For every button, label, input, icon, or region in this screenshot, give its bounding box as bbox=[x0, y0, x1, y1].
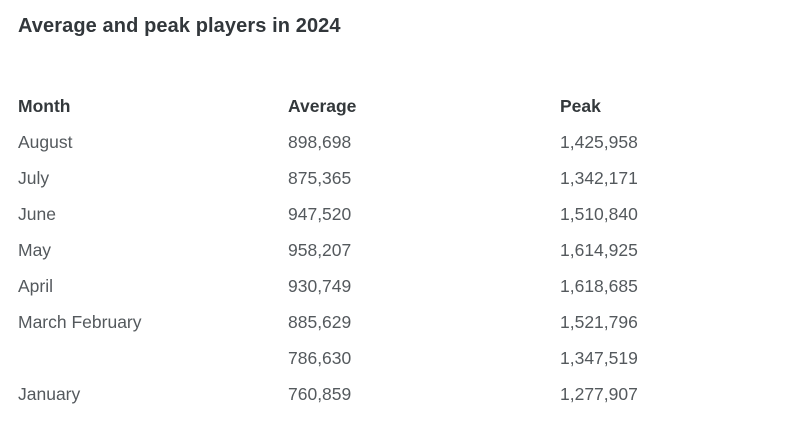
column-header-average: Average bbox=[288, 95, 357, 116]
column-header-peak: Peak bbox=[560, 95, 601, 116]
peak-cell: 1,521,796 bbox=[560, 311, 638, 332]
table-row: March February 885,629 1,521,796 bbox=[18, 304, 778, 340]
column-header-month: Month bbox=[18, 95, 71, 116]
average-cell: 947,520 bbox=[288, 203, 352, 224]
peak-cell: 1,618,685 bbox=[560, 275, 638, 296]
average-cell: 885,629 bbox=[288, 311, 352, 332]
peak-cell: 1,425,958 bbox=[560, 131, 638, 152]
month-cell: March February bbox=[18, 311, 142, 332]
table-body: August 898,698 1,425,958 July 875,365 1,… bbox=[18, 124, 778, 412]
table-row: August 898,698 1,425,958 bbox=[18, 124, 778, 160]
month-cell: August bbox=[18, 131, 73, 152]
table-row: May 958,207 1,614,925 bbox=[18, 232, 778, 268]
table-header: Month Average Peak bbox=[18, 88, 778, 124]
month-cell bbox=[18, 340, 288, 376]
peak-cell: 1,614,925 bbox=[560, 239, 638, 260]
peak-cell: 1,347,519 bbox=[560, 347, 638, 368]
average-cell: 875,365 bbox=[288, 167, 352, 188]
peak-cell: 1,510,840 bbox=[560, 203, 638, 224]
average-cell: 958,207 bbox=[288, 239, 352, 260]
table-row: January 760,859 1,277,907 bbox=[18, 376, 778, 412]
average-cell: 760,859 bbox=[288, 383, 352, 404]
peak-cell: 1,277,907 bbox=[560, 383, 638, 404]
table-row: June 947,520 1,510,840 bbox=[18, 196, 778, 232]
month-cell: April bbox=[18, 275, 54, 296]
month-cell: July bbox=[18, 167, 50, 188]
table-row: 786,630 1,347,519 bbox=[18, 340, 778, 376]
average-cell: 930,749 bbox=[288, 275, 352, 296]
average-cell: 786,630 bbox=[288, 347, 352, 368]
month-cell: January bbox=[18, 383, 81, 404]
players-stats-table: Month Average Peak August 898,698 1,425,… bbox=[18, 88, 778, 412]
month-cell: May bbox=[18, 239, 52, 260]
month-cell: June bbox=[18, 203, 56, 224]
peak-cell: 1,342,171 bbox=[560, 167, 638, 188]
table-header-row: Month Average Peak bbox=[18, 88, 778, 124]
table-row: April 930,749 1,618,685 bbox=[18, 268, 778, 304]
page-title: Average and peak players in 2024 bbox=[18, 15, 341, 37]
average-cell: 898,698 bbox=[288, 131, 352, 152]
table-row: July 875,365 1,342,171 bbox=[18, 160, 778, 196]
